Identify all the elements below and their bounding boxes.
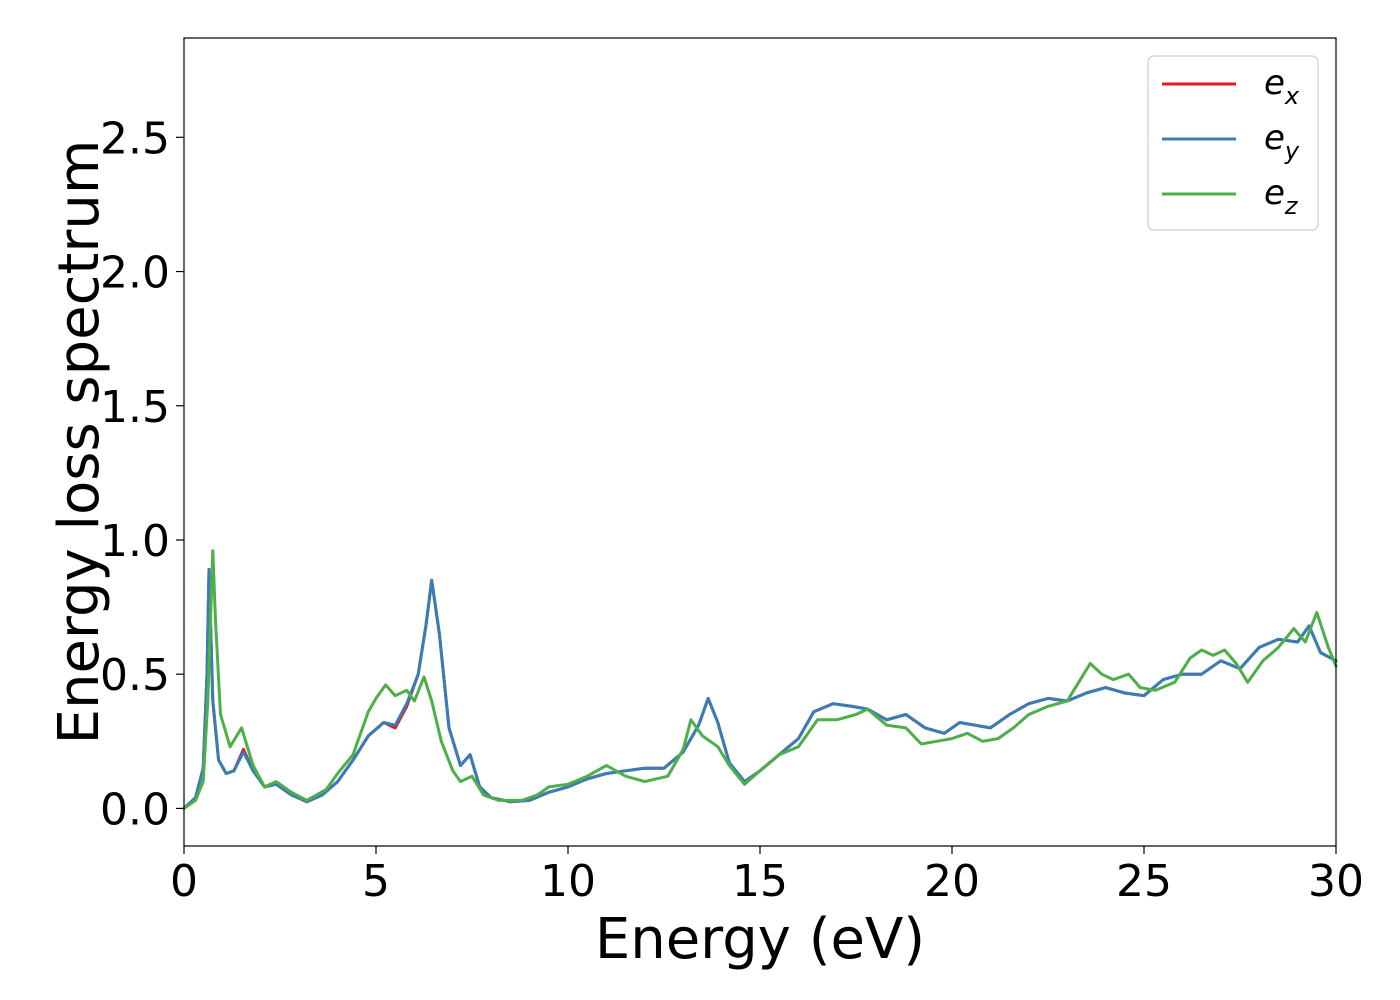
series-line-z — [182, 549, 1338, 810]
y-tick-label: 0.5 — [100, 650, 170, 701]
x-tick-label: 15 — [732, 856, 788, 907]
x-tick-label: 25 — [1116, 856, 1172, 907]
x-axis-ticks: 0 5 10 15 20 25 30 — [170, 846, 1364, 907]
plot-lines — [182, 549, 1338, 810]
x-tick-label: 20 — [924, 856, 980, 907]
x-axis-label: Energy (eV) — [595, 907, 925, 972]
legend: ex ey ez — [1147, 55, 1319, 231]
x-tick-label: 0 — [170, 856, 198, 907]
y-tick-label: 1.0 — [100, 516, 170, 567]
x-tick-label: 10 — [540, 856, 596, 907]
y-tick-label: 2.0 — [100, 248, 170, 299]
x-tick-label: 5 — [362, 856, 390, 907]
y-tick-label: 0.0 — [100, 784, 170, 835]
x-tick-label: 30 — [1308, 856, 1364, 907]
y-tick-label: 2.5 — [100, 113, 170, 164]
y-axis-ticks: 0.0 0.5 1.0 1.5 2.0 2.5 — [100, 113, 184, 835]
y-axis-label: Energy loss spectrum — [47, 140, 112, 745]
y-tick-label: 1.5 — [100, 382, 170, 433]
legend-label-x: ex — [1264, 63, 1300, 110]
legend-label-y: ey — [1264, 118, 1300, 165]
legend-box — [1147, 55, 1319, 231]
legend-label-z: ez — [1264, 173, 1299, 220]
series-line-y — [182, 568, 1338, 810]
